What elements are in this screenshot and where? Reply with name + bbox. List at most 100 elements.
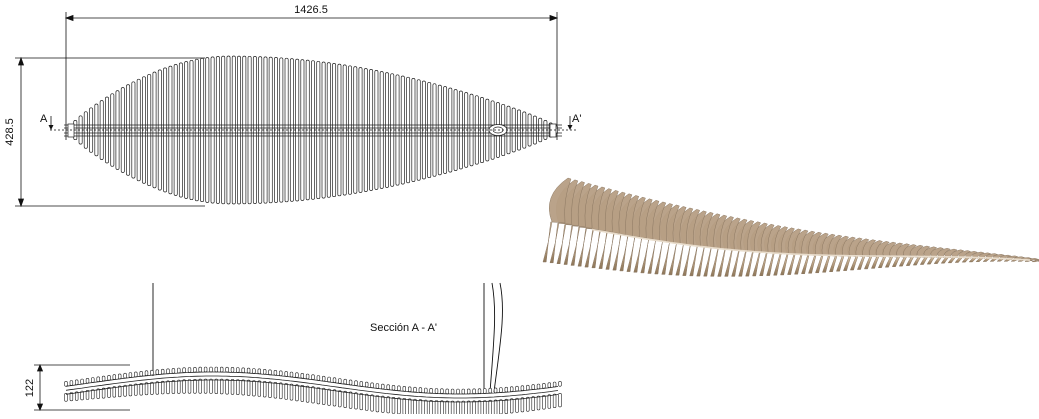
- section-fin-top: [80, 378, 84, 385]
- section-fin-top: [257, 368, 261, 375]
- render-fin-lower: [640, 239, 650, 274]
- render-fin-lower: [836, 255, 845, 272]
- render-fin-lower: [766, 252, 775, 276]
- section-fin-top: [558, 380, 562, 387]
- section-fin: [284, 383, 288, 400]
- section-fin-top: [348, 379, 353, 386]
- section-fin-top: [338, 378, 342, 384]
- render-fin-lower: [591, 230, 601, 269]
- section-fin: [101, 387, 106, 399]
- section-fin-top: [316, 375, 321, 381]
- section-fin: [359, 393, 363, 411]
- section-fin-top: [450, 388, 455, 395]
- render-fin-lower: [801, 254, 810, 275]
- section-fin: [483, 400, 487, 416]
- render-fin-lower: [731, 250, 740, 277]
- section-fin-top: [456, 388, 460, 395]
- section-fin-top: [284, 371, 288, 377]
- section-fin: [225, 378, 229, 395]
- render-fin-lower: [870, 255, 880, 269]
- render-fin-lower: [815, 254, 824, 274]
- section-fin: [321, 387, 326, 405]
- section-fin: [171, 380, 176, 394]
- render-fin-lower: [696, 246, 705, 277]
- section-fin-top: [509, 386, 514, 393]
- section-fin: [552, 393, 557, 408]
- section-fin: [96, 388, 100, 399]
- render-fin-lower: [926, 256, 936, 265]
- section-fin-top: [252, 368, 256, 374]
- render-fin-lower: [759, 252, 768, 277]
- section-fin-top: [225, 366, 229, 373]
- render-fin-lower: [891, 256, 901, 267]
- section-fin-top: [493, 387, 498, 394]
- section-fin: [461, 400, 465, 417]
- section-fin: [536, 395, 541, 411]
- section-fin: [187, 379, 192, 394]
- render-fin-lower: [843, 255, 852, 271]
- section-fin-top: [161, 368, 165, 375]
- section-fin-top: [236, 367, 240, 373]
- top-view-spine: [64, 123, 562, 138]
- section-fin-top: [155, 369, 159, 376]
- section-fin-top: [354, 380, 358, 387]
- section-fin: [520, 397, 525, 413]
- section-fin: [542, 394, 546, 410]
- section-fin-top: [305, 373, 310, 380]
- section-fin: [413, 398, 417, 416]
- section-fin-top: [429, 387, 433, 394]
- render-fin-lower: [577, 228, 587, 267]
- section-fin-top: [343, 378, 347, 385]
- section-fin-top: [402, 385, 406, 392]
- section-fin: [343, 390, 347, 409]
- render-fin-lower: [856, 255, 866, 270]
- section-fin: [375, 395, 380, 413]
- section-fin-top: [101, 375, 106, 382]
- section-fin: [150, 381, 154, 395]
- section-fin-top: [391, 384, 396, 391]
- section-fin: [424, 399, 428, 417]
- section-fin: [305, 385, 310, 403]
- section-fin-top: [220, 366, 224, 373]
- section-fin-top: [413, 386, 417, 393]
- section-fin: [327, 388, 331, 406]
- section-fin: [504, 398, 508, 415]
- render-fin-upper: [549, 177, 572, 224]
- render-fin-lower: [563, 225, 574, 265]
- section-fin-top: [128, 372, 133, 378]
- render-fin-lower: [605, 233, 615, 270]
- render-fin-lower: [570, 226, 580, 266]
- section-fin-top: [177, 367, 181, 374]
- section-fin: [493, 399, 498, 415]
- section-fin-top: [262, 368, 267, 375]
- section-fin: [311, 386, 315, 404]
- render-fin-upper: [944, 248, 958, 259]
- render-fin-lower: [940, 256, 950, 264]
- section-fin: [268, 381, 272, 398]
- section-fin: [134, 383, 138, 396]
- section-fin: [112, 386, 117, 398]
- svg-text:A': A': [572, 113, 581, 125]
- section-fin: [434, 400, 439, 417]
- render-fin-lower: [808, 254, 817, 274]
- render-fin-lower: [703, 247, 712, 277]
- section-fin: [80, 390, 84, 401]
- section-fin: [407, 398, 412, 416]
- render-fin-lower: [626, 236, 636, 272]
- section-fin: [370, 394, 374, 412]
- section-fin-top: [300, 372, 304, 379]
- section-fin-top: [214, 366, 218, 373]
- section-fin-top: [375, 383, 380, 389]
- section-fin-top: [504, 386, 508, 393]
- section-fin-top: [134, 371, 138, 378]
- render-fin-lower: [710, 248, 719, 277]
- section-fin-top: [209, 366, 213, 373]
- section-height-dimension: [34, 363, 130, 412]
- section-fin-top: [364, 381, 369, 388]
- section-fin-top: [434, 388, 439, 394]
- section-fin: [515, 397, 519, 413]
- render-fin-lower: [822, 255, 831, 273]
- section-fin: [246, 379, 251, 396]
- section-fin: [128, 384, 133, 397]
- section-fin-top: [171, 368, 176, 374]
